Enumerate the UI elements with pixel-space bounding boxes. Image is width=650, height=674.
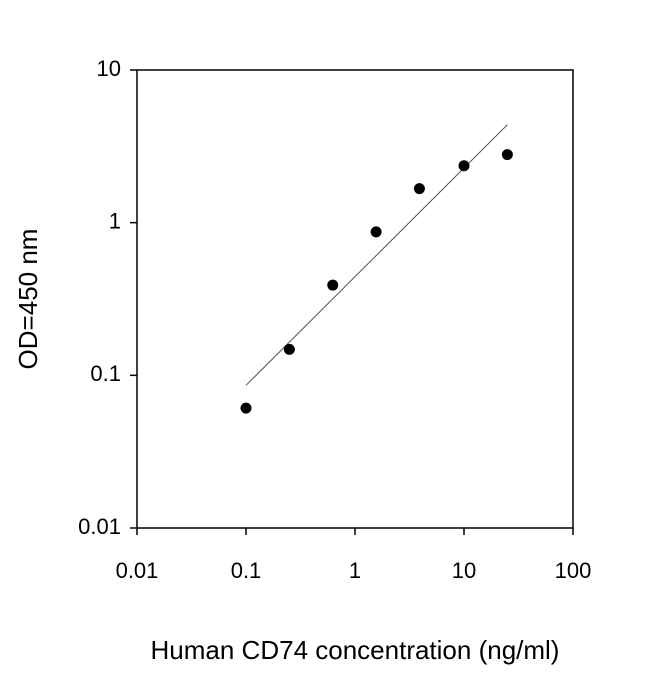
x-axis-title: Human CD74 concentration (ng/ml) xyxy=(151,635,560,665)
data-point xyxy=(370,226,382,238)
plot-frame xyxy=(136,69,574,529)
data-point xyxy=(283,343,295,355)
y-tick-label: 10 xyxy=(97,56,121,81)
data-point xyxy=(413,183,425,195)
data-point xyxy=(458,160,470,172)
x-tick-label: 0.01 xyxy=(116,558,159,583)
data-point xyxy=(240,402,252,414)
data-point xyxy=(327,279,339,291)
x-tick-label: 10 xyxy=(452,558,476,583)
x-tick-label: 1 xyxy=(349,558,361,583)
y-tick-label: 1 xyxy=(109,208,121,233)
x-tick-label: 0.1 xyxy=(231,558,262,583)
y-tick-label: 0.01 xyxy=(78,514,121,539)
y-tick-label: 0.1 xyxy=(90,361,121,386)
data-point xyxy=(501,149,513,161)
x-tick-label: 100 xyxy=(555,558,592,583)
y-axis-title: OD=450 nm xyxy=(13,229,43,370)
